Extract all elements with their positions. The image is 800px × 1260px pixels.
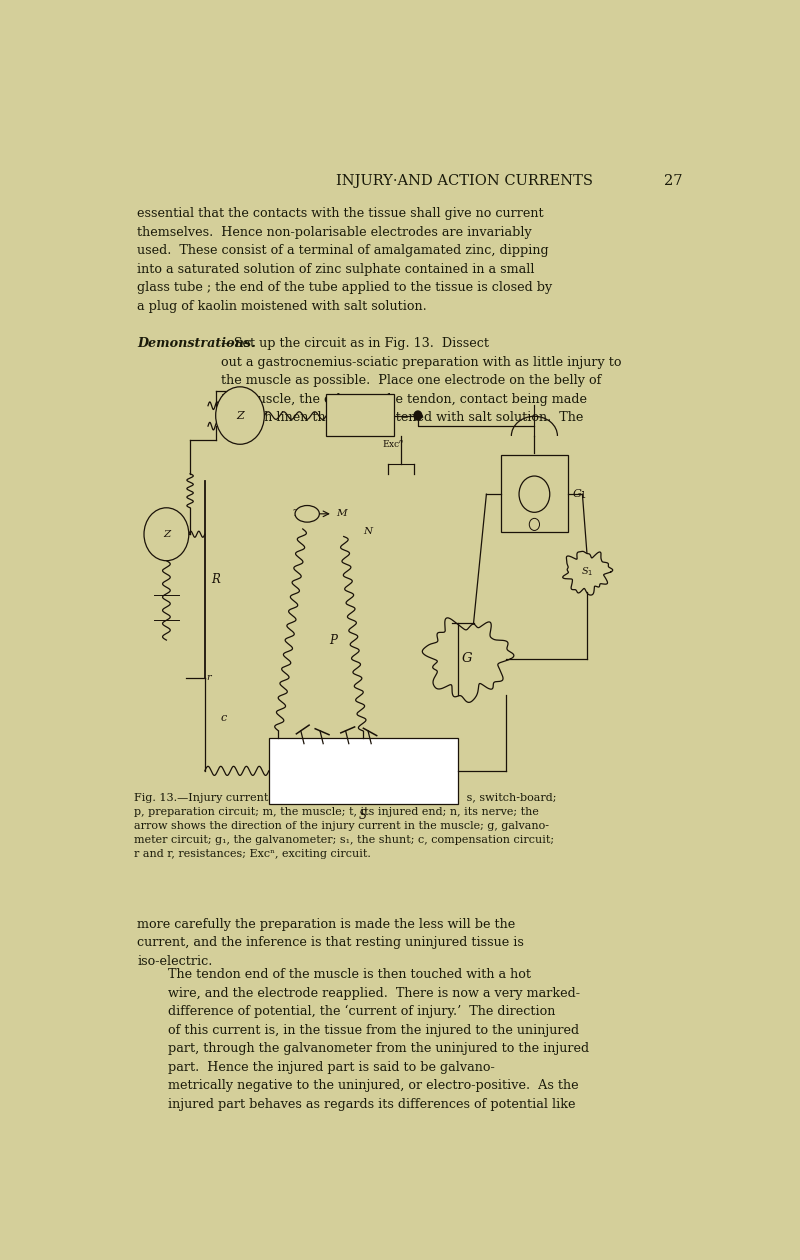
Text: Fig. 13.—Injury current and negative variation of muscle.  s, switch-board;
p, p: Fig. 13.—Injury current and negative var… bbox=[134, 794, 557, 859]
Text: more carefully the preparation is made the less will be the
current, and the inf: more carefully the preparation is made t… bbox=[138, 917, 524, 968]
Text: The tendon end of the muscle is then touched with a hot
wire, and the electrode : The tendon end of the muscle is then tou… bbox=[168, 968, 590, 1111]
Text: INJURY·AND ACTION CURRENTS: INJURY·AND ACTION CURRENTS bbox=[336, 174, 593, 189]
Bar bbox=[501, 455, 568, 532]
Text: P: P bbox=[330, 634, 338, 646]
Bar bbox=[326, 394, 394, 436]
Circle shape bbox=[144, 508, 189, 561]
Ellipse shape bbox=[295, 505, 319, 522]
Text: Z: Z bbox=[162, 529, 170, 539]
Text: Demonstrations.: Demonstrations. bbox=[138, 338, 256, 350]
Circle shape bbox=[519, 476, 550, 513]
Text: S$_1$: S$_1$ bbox=[581, 566, 593, 578]
Text: Z: Z bbox=[236, 411, 244, 421]
Text: G: G bbox=[462, 653, 473, 665]
Text: R: R bbox=[211, 573, 220, 586]
Circle shape bbox=[530, 518, 539, 530]
Text: S: S bbox=[359, 809, 367, 823]
Text: r: r bbox=[206, 673, 211, 683]
Circle shape bbox=[414, 411, 422, 420]
Text: T: T bbox=[292, 509, 299, 518]
Text: N: N bbox=[363, 528, 372, 537]
Circle shape bbox=[216, 387, 264, 445]
Text: G$_1$: G$_1$ bbox=[571, 488, 586, 501]
Text: M: M bbox=[336, 509, 346, 518]
Bar bbox=[269, 737, 458, 804]
Text: 27: 27 bbox=[664, 174, 682, 189]
Text: Exc$^n$: Exc$^n$ bbox=[382, 438, 405, 450]
Text: c: c bbox=[221, 713, 227, 723]
Text: —Set up the circuit as in Fig. 13.  Dissect
out a gastrocnemius-sciatic preparat: —Set up the circuit as in Fig. 13. Disse… bbox=[221, 338, 622, 425]
Text: essential that the contacts with the tissue shall give no current
themselves.  H: essential that the contacts with the tis… bbox=[138, 208, 553, 312]
